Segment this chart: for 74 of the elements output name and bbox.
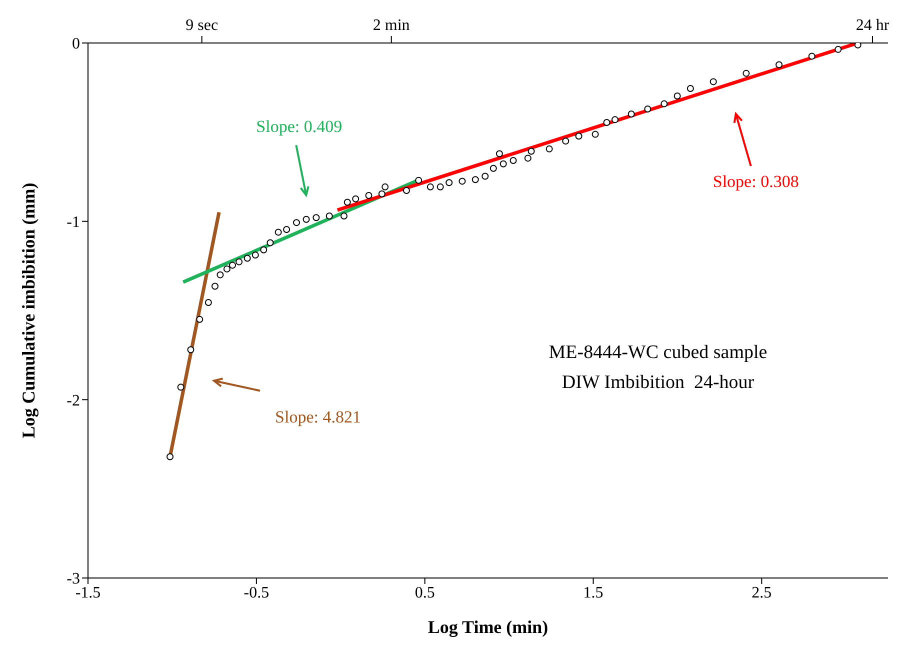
point [187, 346, 194, 354]
text: Slope: 4.821 [275, 408, 361, 427]
point [402, 186, 410, 194]
point [177, 384, 184, 391]
text: Slope: 0.308 [712, 172, 799, 191]
x-tick-label: 1.5 [583, 584, 604, 602]
point [340, 212, 348, 220]
point [490, 164, 497, 172]
point [216, 271, 224, 278]
point [482, 172, 489, 180]
point [496, 150, 503, 158]
point [223, 265, 230, 272]
point [603, 119, 610, 126]
x-tick-label: 0.5 [414, 584, 435, 602]
point [528, 148, 535, 155]
y-axis-title: Log Cumulative imbibition (mm) [18, 182, 38, 438]
text: 24 hr [856, 17, 890, 34]
point [500, 160, 507, 168]
point [628, 110, 635, 118]
point [510, 157, 517, 164]
point [808, 52, 816, 60]
point [575, 132, 582, 140]
point [365, 192, 372, 199]
point [326, 212, 333, 220]
point [283, 226, 290, 234]
point [196, 316, 204, 323]
point [472, 176, 479, 184]
point [426, 183, 434, 190]
point [204, 298, 212, 306]
y-tick-label: -1 [66, 214, 80, 232]
point [660, 100, 668, 108]
point [611, 116, 618, 124]
point [236, 258, 243, 266]
point [674, 92, 681, 100]
point [352, 195, 360, 202]
text: 2 min [372, 17, 410, 34]
point [834, 46, 842, 53]
point [446, 179, 453, 186]
point [686, 84, 694, 92]
point [244, 254, 251, 262]
annotation: DIW Imbibition 24-hour [560, 371, 756, 395]
point [312, 214, 320, 222]
point [266, 239, 274, 246]
annotation: ME-8444-WC cubed sample [548, 341, 768, 365]
point [252, 252, 259, 259]
point [260, 246, 268, 254]
x-axis-title: Log Time (min) [428, 617, 548, 637]
point [382, 183, 389, 190]
point [436, 183, 444, 190]
point [229, 262, 236, 269]
point [274, 228, 282, 236]
point [854, 43, 862, 48]
point [742, 70, 750, 77]
x-tick-label: 2.5 [752, 584, 772, 602]
text: Slope: 0.409 [256, 117, 342, 136]
point [415, 176, 422, 184]
point [592, 130, 599, 138]
point [211, 282, 218, 290]
y-tick-label: 0 [72, 36, 80, 53]
point [710, 78, 717, 86]
point [302, 216, 310, 223]
y-tick-label: -2 [66, 392, 80, 410]
point [776, 61, 783, 68]
text: 9 sec [186, 17, 218, 34]
point [293, 219, 300, 226]
point [524, 154, 532, 162]
x-tick-label: -0.5 [244, 584, 270, 602]
point [344, 198, 351, 206]
point [562, 138, 570, 145]
point [378, 190, 386, 198]
point [458, 178, 466, 185]
point [546, 145, 553, 152]
point [644, 105, 652, 112]
point [166, 453, 174, 460]
